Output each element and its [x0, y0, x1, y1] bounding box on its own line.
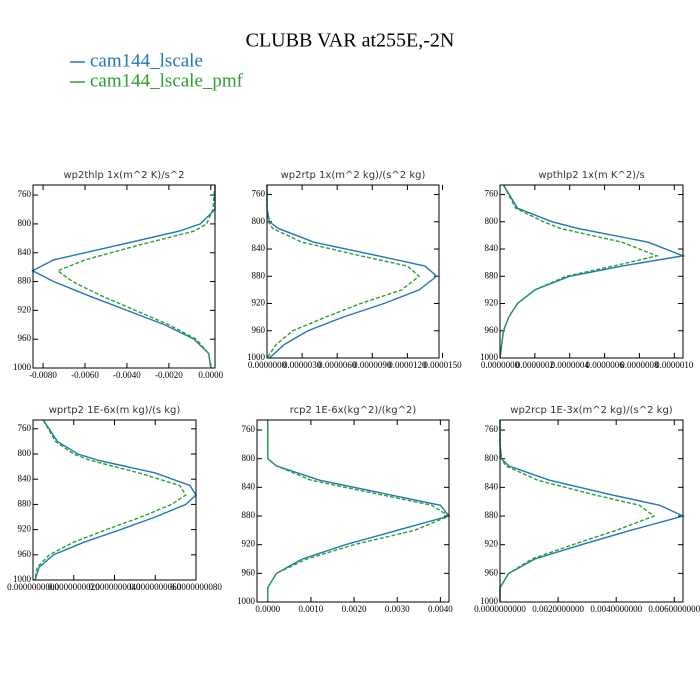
x-tick-label: 0.0030: [385, 604, 410, 614]
y-tick-label: 840: [242, 481, 256, 491]
y-tick-label: 880: [485, 270, 499, 280]
x-tick-label: 0.0000000060: [129, 582, 181, 592]
y-tick-label: 760: [242, 424, 256, 434]
plot-frame: [32, 184, 216, 369]
y-tick-label: 880: [18, 498, 32, 508]
y-tick-label: 880: [18, 276, 32, 286]
x-tick-label: 0.0000010: [655, 360, 694, 370]
plot-frame: [256, 419, 450, 603]
x-tick-label: 0.0000000000: [474, 604, 526, 614]
x-tick-label: 0.0000000: [481, 360, 520, 370]
y-tick-label: 840: [485, 481, 499, 491]
y-tick-label: 800: [252, 216, 266, 226]
y-tick-label: 880: [242, 510, 256, 520]
subplot-title: wprtp2 1E-6x(m kg)/(s kg): [49, 405, 181, 416]
x-tick-label: 0.0000000080: [170, 582, 222, 592]
x-tick-label: 0.0000030: [283, 360, 322, 370]
subplot-title: rcp2 1E-6x(kg^2)/(kg^2): [290, 405, 417, 416]
y-tick-label: 880: [485, 510, 499, 520]
y-tick-label: 760: [485, 189, 499, 199]
x-tick-label: 0.0020000000: [532, 604, 584, 614]
x-tick-label: -0.0020: [155, 370, 183, 380]
x-tick-label: 0.0000000020: [48, 582, 100, 592]
y-tick-label: 920: [18, 524, 32, 534]
x-tick-label: 0.0060000000: [648, 604, 700, 614]
profile-line: [499, 184, 686, 359]
y-tick-label: 880: [252, 270, 266, 280]
y-tick-label: 760: [252, 189, 266, 199]
x-tick-label: 0.0000: [255, 604, 280, 614]
legend-label: cam144_lscale: [90, 50, 203, 71]
legend-label: cam144_lscale_pmf: [90, 70, 244, 91]
x-tick-label: 0.0040000000: [590, 604, 642, 614]
subplot-title: wp2thlp 1x(m^2 K)/s^2: [63, 170, 184, 181]
y-tick-label: 920: [485, 298, 499, 308]
y-tick-label: 840: [18, 247, 32, 257]
plot-frame: [266, 184, 440, 359]
figure-title: CLUBB VAR at255E,-2N: [246, 30, 455, 52]
y-tick-label: 960: [485, 325, 499, 335]
y-tick-label: 800: [485, 453, 499, 463]
y-tick-label: 920: [18, 304, 32, 314]
x-tick-label: 0.0000120: [388, 360, 427, 370]
y-tick-label: 800: [18, 448, 32, 458]
x-tick-label: 0.0000002: [516, 360, 554, 370]
x-tick-label: 0.0000004: [551, 360, 590, 370]
subplot-title: wp2rcp 1E-3x(m^2 kg)/(s^2 kg): [510, 405, 673, 416]
x-tick-label: 0.0020: [342, 604, 367, 614]
profile-line: [499, 184, 660, 359]
y-tick-label: 800: [485, 216, 499, 226]
profile-line: [499, 420, 656, 602]
y-tick-label: 840: [252, 243, 266, 253]
y-tick-label: 960: [242, 567, 256, 577]
y-tick-label: 960: [18, 549, 32, 559]
x-tick-label: -0.0040: [113, 370, 141, 380]
y-tick-label: 920: [242, 539, 256, 549]
x-tick-label: 0.0000150: [423, 360, 462, 370]
x-tick-label: 0.0000008: [620, 360, 659, 370]
x-tick-label: 0.0010: [299, 604, 324, 614]
x-tick-label: 0.0000060: [318, 360, 357, 370]
y-tick-label: 760: [18, 189, 32, 199]
y-tick-label: 800: [242, 453, 256, 463]
y-tick-label: 1000: [247, 352, 266, 362]
x-tick-label: -0.0080: [29, 370, 57, 380]
y-tick-label: 1000: [480, 596, 499, 606]
x-tick-label: -0.0060: [71, 370, 99, 380]
y-tick-label: 920: [252, 298, 266, 308]
profile-line: [266, 185, 421, 359]
x-tick-label: 0.0000000040: [89, 582, 141, 592]
y-tick-label: 960: [485, 567, 499, 577]
profile-line: [34, 419, 187, 581]
y-tick-label: 920: [485, 539, 499, 549]
y-tick-label: 840: [18, 473, 32, 483]
plot-frame: [32, 419, 197, 581]
profile-line: [31, 185, 216, 369]
y-tick-label: 840: [485, 243, 499, 253]
y-tick-label: 800: [18, 218, 32, 228]
x-tick-label: 0.0000006: [585, 360, 624, 370]
x-tick-label: 0.0000000: [248, 360, 287, 370]
y-tick-label: 760: [18, 423, 32, 433]
y-tick-label: 1000: [13, 362, 32, 372]
subplot-title: wpthlp2 1x(m K^2)/s: [538, 170, 644, 181]
y-tick-label: 760: [485, 424, 499, 434]
plot-frame: [499, 184, 684, 359]
x-tick-label: 0.0000000000: [7, 582, 59, 592]
x-tick-label: 0.0000: [198, 370, 223, 380]
y-tick-label: 960: [252, 325, 266, 335]
y-tick-label: 1000: [13, 574, 32, 584]
x-tick-label: 0.0040: [428, 604, 453, 614]
y-tick-label: 1000: [480, 352, 499, 362]
profile-line: [56, 184, 216, 369]
subplot-title: wp2rtp 1x(m^2 kg)/(s^2 kg): [281, 170, 426, 181]
x-tick-label: 0.0000090: [353, 360, 392, 370]
profile-line: [34, 419, 197, 581]
profile-line: [266, 185, 438, 359]
y-tick-label: 1000: [237, 596, 256, 606]
y-tick-label: 960: [18, 333, 32, 343]
plot-frame: [499, 419, 684, 603]
